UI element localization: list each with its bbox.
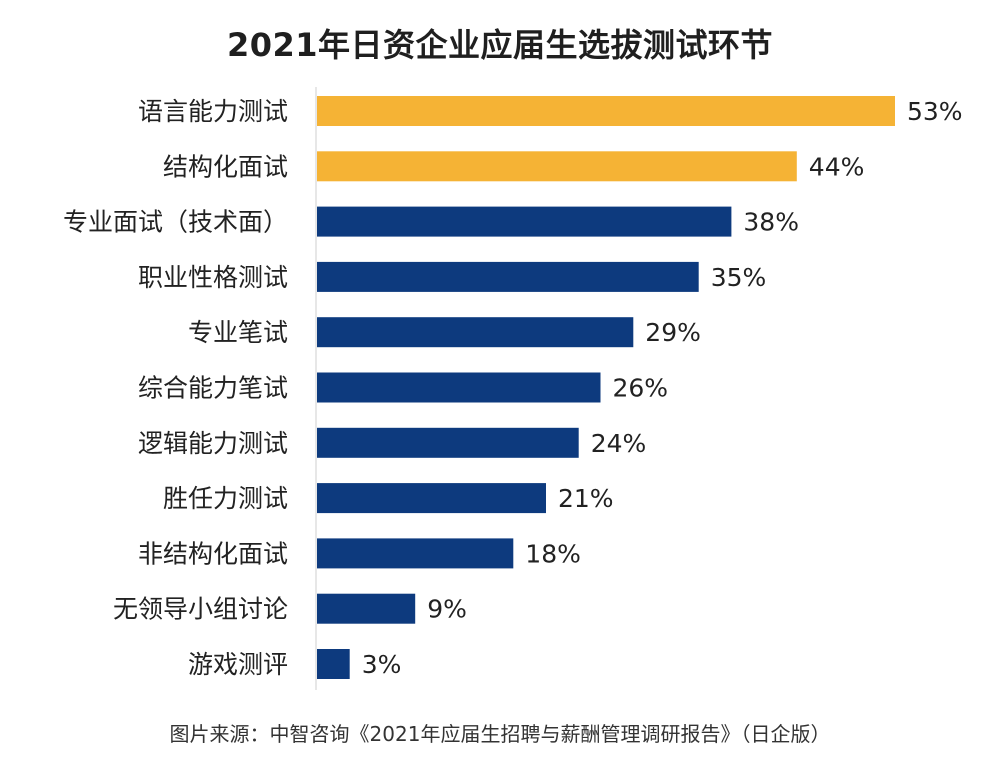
value-label: 38% bbox=[743, 208, 799, 237]
category-label: 专业笔试 bbox=[188, 318, 288, 347]
bar bbox=[317, 96, 895, 126]
value-label: 3% bbox=[362, 650, 402, 679]
bar bbox=[317, 317, 634, 348]
source-note: 图片来源：中智咨询《2021年应届生招聘与薪酬管理调研报告》（日企版） bbox=[169, 722, 831, 746]
bar bbox=[317, 427, 579, 458]
value-label: 9% bbox=[427, 595, 467, 624]
chart-title: 2021年日资企业应届生选拔测试环节 bbox=[226, 26, 774, 64]
value-label: 21% bbox=[558, 484, 614, 513]
value-label: 29% bbox=[645, 318, 701, 347]
category-label: 非结构化面试 bbox=[138, 539, 288, 568]
category-label: 综合能力笔试 bbox=[138, 374, 288, 403]
category-label: 胜任力测试 bbox=[163, 484, 288, 513]
category-label: 职业性格测试 bbox=[138, 263, 288, 292]
bar bbox=[317, 538, 514, 569]
bar bbox=[317, 261, 699, 292]
category-label: 专业面试（技术面） bbox=[63, 208, 288, 237]
bar bbox=[317, 593, 416, 624]
category-label: 无领导小组讨论 bbox=[113, 595, 288, 624]
bar bbox=[317, 649, 350, 679]
value-label: 24% bbox=[591, 429, 647, 458]
value-label: 26% bbox=[613, 374, 669, 403]
bars-group bbox=[317, 96, 895, 679]
value-labels-group: 53% 44% 38% 35% 29% 26% 24% 21% 18% 9% 3% bbox=[362, 97, 963, 679]
value-label: 18% bbox=[525, 539, 581, 568]
category-label: 逻辑能力测试 bbox=[138, 429, 288, 458]
value-label: 53% bbox=[907, 97, 963, 126]
bar bbox=[317, 483, 546, 514]
value-label: 44% bbox=[809, 152, 865, 181]
bar bbox=[317, 372, 601, 403]
bar bbox=[317, 151, 797, 182]
category-label: 结构化面试 bbox=[163, 152, 288, 181]
category-label: 游戏测评 bbox=[188, 650, 288, 679]
category-label: 语言能力测试 bbox=[138, 97, 288, 126]
value-label: 35% bbox=[711, 263, 767, 292]
bar bbox=[317, 206, 732, 237]
